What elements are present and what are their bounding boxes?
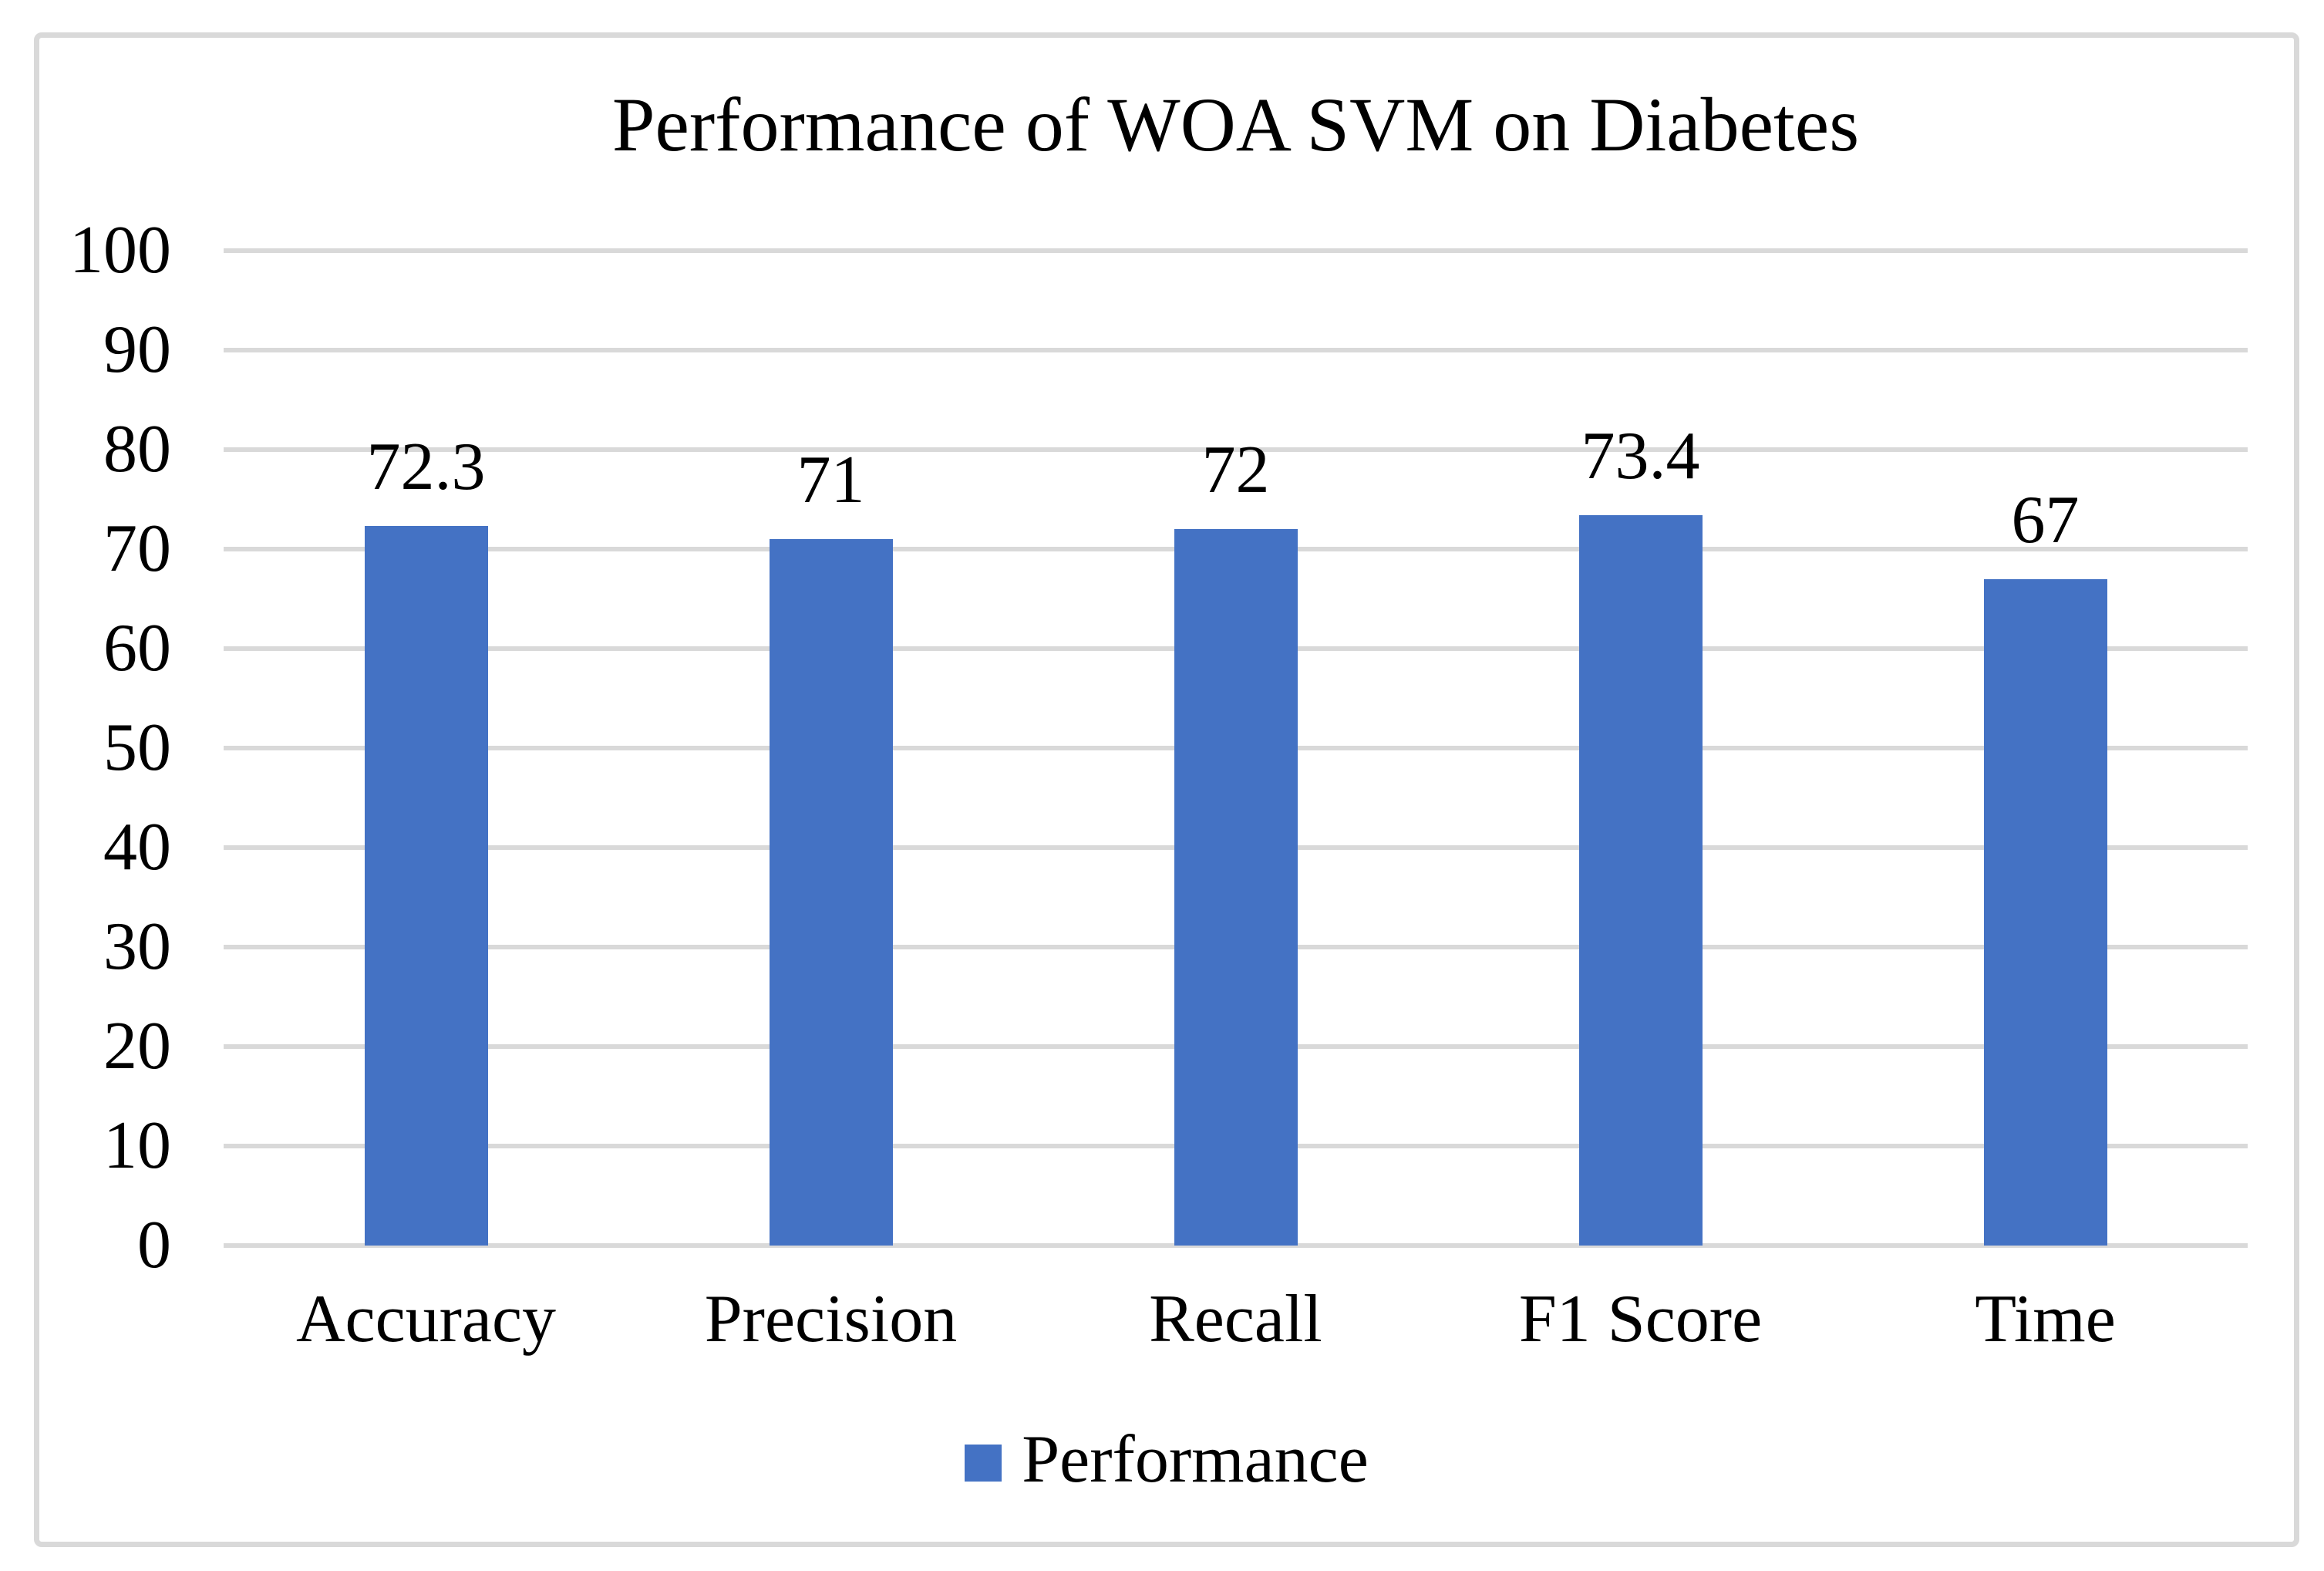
legend: Performance <box>34 1423 2299 1497</box>
bar-precision <box>769 539 893 1246</box>
bar-time <box>1983 578 2107 1246</box>
data-label: 72.3 <box>366 430 486 505</box>
y-axis-label: 20 <box>103 1009 171 1084</box>
x-axis-label: F1 Score <box>1518 1282 1763 1357</box>
y-axis-label: 90 <box>103 312 171 387</box>
gridline <box>224 1243 2248 1248</box>
y-axis-label: 0 <box>137 1208 171 1283</box>
y-axis-label: 10 <box>103 1108 171 1183</box>
x-axis-label: Time <box>1975 1282 2116 1357</box>
chart-title: Performance of WOA SVM on Diabetes <box>611 82 1860 167</box>
data-label: 67 <box>2011 482 2080 558</box>
bar-f1-score <box>1578 515 1703 1246</box>
y-axis-label: 50 <box>103 710 171 785</box>
y-axis-label: 60 <box>103 611 171 686</box>
data-label: 72 <box>1201 433 1270 508</box>
data-label: 71 <box>797 443 865 518</box>
gridline <box>224 348 2248 352</box>
x-axis-label: Precision <box>704 1282 958 1357</box>
legend-color-swatch-icon <box>965 1445 1002 1482</box>
bar-recall <box>1174 529 1298 1246</box>
data-label: 73.4 <box>1581 419 1700 494</box>
y-axis-label: 70 <box>103 511 171 586</box>
gridline <box>224 248 2248 253</box>
y-axis-label: 100 <box>69 213 171 288</box>
x-axis-label: Recall <box>1149 1282 1322 1357</box>
x-axis-label: Accuracy <box>295 1282 557 1357</box>
gridline <box>224 447 2248 452</box>
legend-label: Performance <box>1022 1422 1369 1497</box>
y-axis-label: 30 <box>103 909 171 984</box>
y-axis-label: 40 <box>103 810 171 885</box>
y-axis-label: 80 <box>103 412 171 487</box>
bar-accuracy <box>364 526 488 1246</box>
